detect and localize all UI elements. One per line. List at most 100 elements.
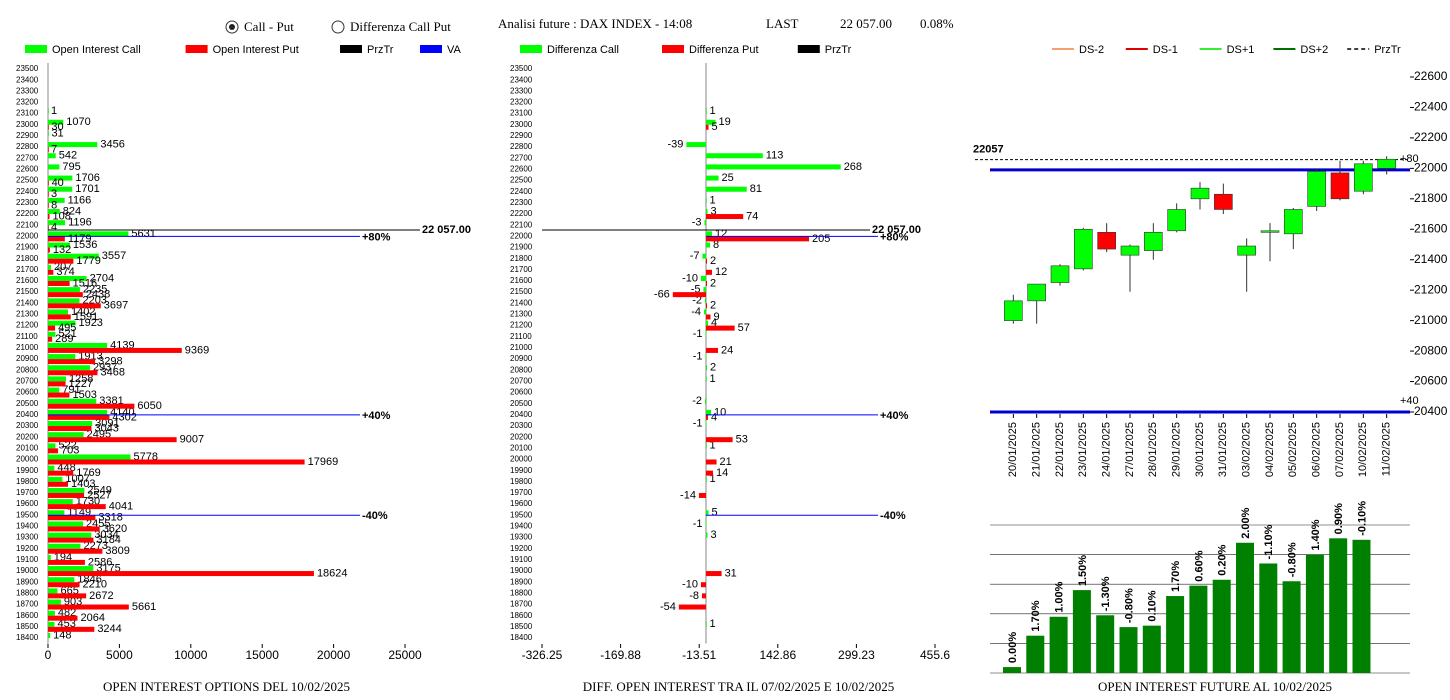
bar: [1329, 538, 1348, 673]
bar: [48, 448, 59, 454]
strike-label: 19200: [16, 544, 39, 553]
bar: [48, 247, 50, 253]
value-label: -4: [691, 306, 701, 318]
bar-label: 1.70%: [1170, 561, 1182, 592]
legend-swatch: [420, 45, 442, 53]
bar: [672, 292, 706, 298]
strike-label: 23500: [16, 64, 39, 73]
value-label: 3043: [94, 422, 118, 434]
x-tick-label: 25000: [388, 648, 422, 662]
bar: [48, 342, 108, 348]
bar: [48, 432, 84, 438]
x-tick-label: -169.88: [600, 648, 641, 662]
chart-title: OPEN INTEREST OPTIONS DEL 10/02/2025: [103, 679, 350, 694]
bar: [1003, 667, 1021, 673]
x-tick-label: 27/01/2025: [1124, 422, 1136, 477]
value-label: 5661: [132, 601, 156, 613]
value-label: -10: [682, 579, 698, 591]
bar: [48, 443, 56, 449]
bar: [48, 559, 85, 565]
bar: [48, 119, 64, 125]
bar: [48, 287, 80, 293]
bar: [701, 593, 706, 599]
value-label: 40: [52, 177, 64, 189]
bar: [705, 119, 716, 125]
strike-label: 21700: [16, 265, 39, 274]
strike-label: 21500: [510, 287, 533, 296]
bar: [705, 124, 709, 130]
last-value: 22 057.00: [840, 16, 892, 31]
value-label: 2235: [83, 284, 107, 296]
strike-label: 18400: [16, 633, 39, 642]
strike-label: 23300: [16, 86, 39, 95]
value-label: -7: [690, 250, 700, 262]
bar: [705, 242, 711, 248]
bar: [48, 481, 69, 487]
level-label: -40%: [362, 510, 388, 522]
radio[interactable]: [331, 20, 345, 34]
bar: [48, 264, 51, 270]
bar: [48, 387, 60, 393]
value-label: -66: [654, 289, 670, 301]
strike-label: 22800: [16, 142, 39, 151]
strike-label: 21000: [16, 343, 39, 352]
strike-label: 21300: [16, 310, 39, 319]
value-label: 1007: [65, 473, 89, 485]
bar: [48, 554, 51, 560]
legend-label: PrzTr: [367, 44, 394, 56]
value-label: 1258: [69, 373, 93, 385]
price-label: 22 057.00: [422, 224, 471, 236]
value-label: 25: [722, 172, 734, 184]
strike-label: 19500: [510, 510, 533, 519]
bar: [705, 510, 709, 516]
bar: [48, 470, 74, 476]
bar: [704, 220, 706, 226]
radio-label[interactable]: Differenza Call Put: [350, 19, 451, 34]
radio-label[interactable]: Call - Put: [244, 19, 294, 34]
value-label: 2586: [88, 556, 112, 568]
value-label: 2: [710, 362, 716, 374]
strike-label: 21400: [510, 298, 533, 307]
value-label: 2: [710, 300, 716, 312]
value-label: 1166: [68, 194, 92, 206]
bar: [48, 275, 87, 281]
strike-label: 22600: [16, 165, 39, 174]
bar: [48, 331, 56, 337]
bar: [48, 504, 106, 510]
value-label: 1503: [72, 389, 96, 401]
strike-label: 20500: [510, 399, 533, 408]
strike-label: 21900: [510, 243, 533, 252]
bar: [702, 253, 706, 259]
strike-label: 23000: [16, 120, 39, 129]
value-label: 2: [710, 277, 716, 289]
value-label: 3697: [104, 300, 128, 312]
x-tick-label: -13.51: [682, 648, 716, 662]
strike-label: 21500: [16, 287, 39, 296]
bar: [705, 532, 708, 538]
strike-label: 19600: [16, 499, 39, 508]
value-label: 18624: [317, 567, 348, 579]
strike-label: 18600: [16, 611, 39, 620]
price-label: 22057: [973, 144, 1004, 156]
bar: [48, 381, 66, 387]
bar-label: -1.30%: [1100, 576, 1112, 611]
bar: [48, 492, 85, 498]
strike-label: 22700: [16, 153, 39, 162]
value-label: 1: [709, 440, 715, 452]
bar: [686, 142, 706, 148]
bar: [705, 331, 707, 337]
value-label: 374: [56, 266, 74, 278]
last-label: LAST: [766, 16, 799, 31]
bar: [48, 325, 56, 331]
bar: [1212, 579, 1231, 673]
value-label: 4: [711, 317, 717, 329]
candle-body: [1097, 232, 1116, 250]
x-tick-label: 06/02/2025: [1311, 422, 1323, 477]
value-label: 3620: [103, 523, 127, 535]
strike-label: 20800: [510, 365, 533, 374]
bar: [704, 298, 706, 304]
value-label: 2527: [87, 489, 111, 501]
strike-label: 22000: [16, 231, 39, 240]
value-label: 1403: [71, 478, 95, 490]
strike-label: 22100: [16, 220, 39, 229]
